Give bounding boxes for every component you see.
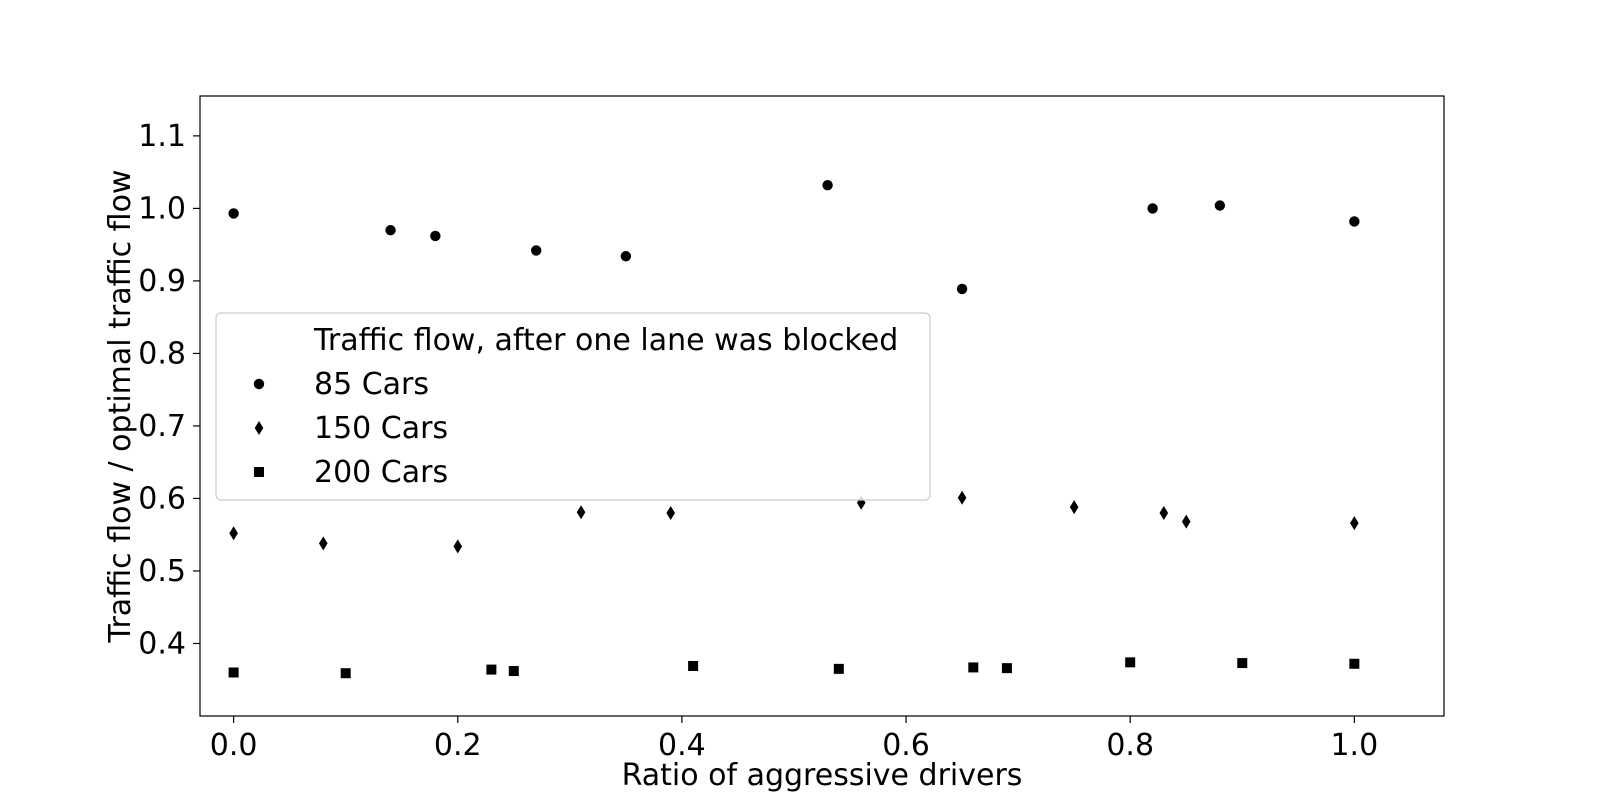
data-points	[228, 179, 1360, 679]
legend-box	[215, 312, 931, 501]
y-tick-label: 0.6	[138, 481, 186, 516]
y-tick-label: 0.8	[138, 336, 186, 371]
data-point-diamond	[1159, 505, 1169, 520]
data-point-circle	[385, 224, 396, 236]
data-point-diamond	[1181, 514, 1191, 529]
y-tick-label: 0.5	[138, 554, 186, 589]
data-point-square	[688, 660, 699, 671]
y-tick-label: 0.4	[138, 626, 186, 661]
plot-area-frame	[199, 95, 1445, 717]
y-axis: 0.4 0.5 0.6 0.7 0.8 0.9 1.0 1.1	[138, 119, 200, 661]
data-point-square	[340, 668, 351, 679]
data-point-circle	[956, 283, 968, 295]
data-point-square	[968, 662, 979, 673]
data-point-diamond	[957, 490, 967, 505]
y-axis-label: Traffic flow / optimal traffic flow	[103, 170, 138, 644]
data-point-circle	[430, 230, 441, 242]
data-point-diamond	[1350, 516, 1359, 531]
x-tick-label: 0.0	[210, 728, 258, 763]
data-point-square	[1237, 658, 1248, 669]
data-point-diamond	[1069, 500, 1079, 515]
x-tick-label: 0.4	[658, 728, 706, 763]
data-point-diamond	[666, 505, 676, 520]
legend-marker-circle	[253, 378, 265, 390]
legend-title: Traffic flow, after one lane was blocked	[313, 323, 898, 358]
data-point-square	[833, 663, 844, 674]
data-point-circle	[1147, 203, 1158, 214]
data-point-square	[486, 664, 497, 675]
y-tick-label: 1.1	[138, 119, 186, 154]
x-axis-label: Ratio of aggressive drivers	[622, 758, 1023, 793]
data-point-square	[1349, 658, 1360, 669]
y-tick-label: 0.9	[138, 264, 186, 299]
data-point-circle	[531, 245, 542, 256]
y-tick-label: 0.7	[138, 409, 186, 444]
x-tick-label: 1.0	[1330, 728, 1378, 763]
x-tick-label: 0.2	[434, 728, 482, 763]
data-point-circle	[822, 179, 833, 191]
data-point-diamond	[856, 495, 866, 510]
x-tick-label: 0.6	[882, 728, 930, 763]
data-point-diamond	[576, 505, 586, 520]
legend-marker-square	[254, 467, 264, 477]
legend: Traffic flow, after one lane was blocked…	[215, 312, 931, 501]
data-point-square	[228, 667, 239, 678]
x-tick-label: 0.8	[1106, 728, 1154, 763]
legend-entries: 85 Cars 150 Cars 200 Cars	[253, 367, 448, 490]
data-point-square	[1001, 663, 1012, 674]
legend-label: 200 Cars	[314, 455, 448, 490]
data-point-circle	[620, 251, 632, 262]
data-point-diamond	[453, 539, 463, 554]
x-axis: 0.0 0.2 0.4 0.6 0.8 1.0	[210, 716, 1378, 763]
data-point-circle	[228, 208, 239, 219]
data-point-square	[508, 666, 519, 677]
data-point-circle	[1349, 216, 1360, 227]
data-point-diamond	[229, 526, 238, 541]
legend-label: 150 Cars	[314, 411, 448, 446]
data-point-circle	[1214, 200, 1226, 211]
legend-marker-diamond	[254, 421, 264, 435]
data-point-diamond	[318, 536, 328, 551]
data-point-square	[1125, 657, 1136, 668]
y-tick-label: 1.0	[138, 191, 186, 226]
legend-label: 85 Cars	[314, 367, 429, 402]
